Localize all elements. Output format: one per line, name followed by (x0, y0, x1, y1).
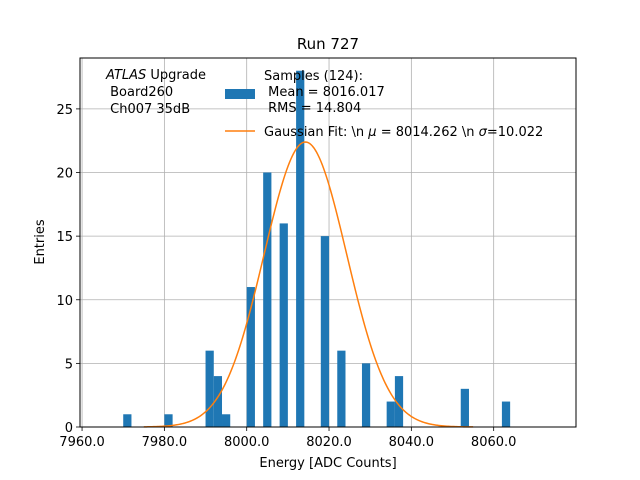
gaussian-fit-curve (143, 141, 474, 428)
annotation-atlas: ATLAS (105, 68, 146, 83)
legend-fit-label: Gaussian Fit: \n μ = 8014.262 \n σ=10.02… (264, 125, 543, 140)
x-tick-label: 8000.0 (224, 435, 270, 450)
histogram-bar (501, 401, 511, 427)
x-tick-label: 7980.0 (142, 435, 188, 450)
legend-fit-mu: μ (367, 125, 376, 140)
histogram-bar (279, 223, 288, 427)
x-tick-label: 8020.0 (306, 435, 352, 450)
atlas-annotation: ATLAS Upgrade Board260 Ch007 35dB (105, 68, 206, 117)
histogram-bar (337, 350, 346, 427)
histogram-bar (394, 376, 404, 427)
histogram-bar (296, 70, 305, 428)
annotation-line-3: Ch007 35dB (106, 102, 190, 117)
legend-histogram-line: Samples (124): (264, 69, 363, 84)
legend-fit-mu-value: = 8014.262 \n (377, 125, 479, 140)
y-tick-label: 25 (56, 103, 73, 118)
x-tick-label: 7960.0 (59, 435, 105, 450)
histogram-bar (123, 414, 132, 427)
x-tick-label: 8040.0 (389, 435, 435, 450)
x-axis-ticks: 7960.0 7980.0 8000.0 8020.0 8040.0 8060.0 (59, 427, 516, 450)
plot-frame (79, 57, 577, 428)
histogram-bar (386, 401, 395, 427)
histogram-bar (460, 388, 469, 427)
histogram-bar (320, 236, 330, 427)
histogram-bar (263, 172, 272, 427)
legend-histogram-line: RMS = 14.804 (264, 101, 361, 116)
histogram-bar (213, 376, 223, 427)
legend-histogram-line: Mean = 8016.017 (264, 85, 385, 100)
y-tick-label: 10 (56, 294, 73, 309)
y-tick-label: 5 (65, 357, 73, 372)
y-axis-label: Entries (33, 219, 48, 265)
y-tick-label: 20 (56, 167, 73, 182)
chart-title: Run 727 (297, 35, 359, 53)
histogram-bar (246, 287, 255, 427)
legend-histogram-label: Samples (124): Mean = 8016.017 RMS = 14.… (264, 69, 385, 116)
x-axis-label: Energy [ADC Counts] (259, 456, 396, 471)
legend-fit-sigma: σ (479, 125, 488, 140)
legend: Samples (124): Mean = 8016.017 RMS = 14.… (225, 69, 543, 140)
histogram-bars (123, 70, 511, 428)
histogram-bar (164, 414, 173, 427)
histogram-bar (205, 350, 214, 427)
y-tick-label: 0 (65, 421, 73, 436)
annotation-line-2: Board260 (106, 85, 173, 100)
y-tick-label: 15 (56, 230, 73, 245)
x-tick-label: 8060.0 (471, 435, 517, 450)
histogram-bar (222, 414, 231, 427)
legend-fit-sigma-value: =10.022 (487, 125, 543, 140)
annotation-upgrade: Upgrade (146, 68, 206, 83)
legend-histogram-swatch (225, 89, 255, 99)
histogram-bar (361, 363, 371, 427)
y-axis-ticks: 0 5 10 15 20 25 (56, 103, 80, 436)
annotation-line-1: ATLAS Upgrade (105, 68, 206, 83)
legend-fit-prefix: Gaussian Fit: \n (264, 125, 368, 140)
